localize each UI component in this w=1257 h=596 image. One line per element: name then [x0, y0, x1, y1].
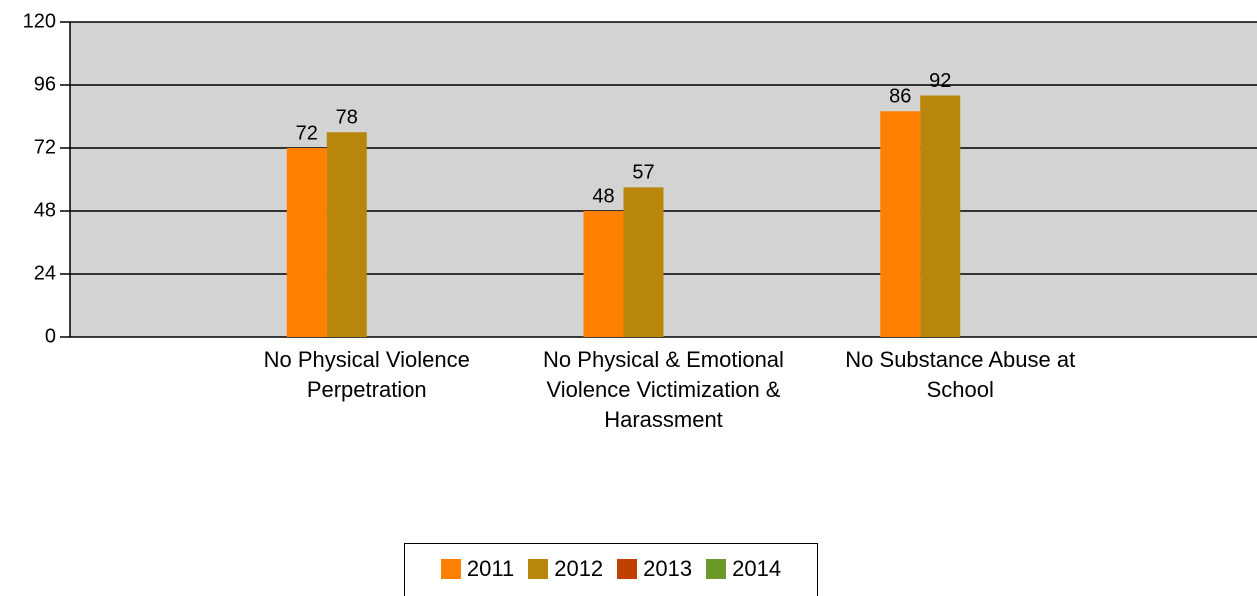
legend-label: 2013	[643, 556, 693, 581]
legend-swatch	[440, 559, 461, 579]
value-label: 48	[592, 185, 614, 207]
legend-label: 2011	[466, 556, 515, 581]
bar	[623, 187, 664, 337]
y-tick-label: 24	[34, 262, 56, 284]
bar	[583, 211, 624, 337]
value-label: 57	[632, 162, 654, 184]
legend-swatch	[617, 559, 638, 579]
y-tick-label: 48	[34, 199, 56, 221]
legend-item: 2012	[528, 556, 603, 582]
legend-label: 2012	[554, 556, 604, 581]
legend: 2011 2012 2013 2014	[404, 543, 818, 596]
legend-swatch	[528, 559, 549, 579]
y-tick-label: 0	[45, 325, 56, 347]
y-tick-label: 96	[34, 73, 56, 95]
x-tick-label: No Physical Violence Perpetration	[263, 347, 470, 402]
x-tick-label: No Substance Abuse at School	[845, 347, 1076, 402]
bar	[326, 132, 367, 337]
x-tick-label: No Physical & Emotional Violence Victimi…	[543, 347, 784, 432]
value-label: 92	[929, 70, 951, 92]
y-tick-label: 120	[23, 10, 56, 32]
legend-swatch	[706, 559, 727, 579]
legend-label: 2014	[732, 556, 782, 581]
legend-item: 2013	[617, 556, 692, 582]
bar	[286, 148, 327, 337]
value-label: 86	[889, 86, 911, 108]
value-label: 72	[296, 122, 318, 144]
bar	[880, 111, 921, 337]
value-label: 78	[336, 107, 358, 129]
legend-item: 2014	[706, 556, 781, 582]
bar	[920, 95, 961, 337]
y-tick-label: 72	[34, 136, 56, 158]
legend-item: 2011	[440, 556, 515, 582]
